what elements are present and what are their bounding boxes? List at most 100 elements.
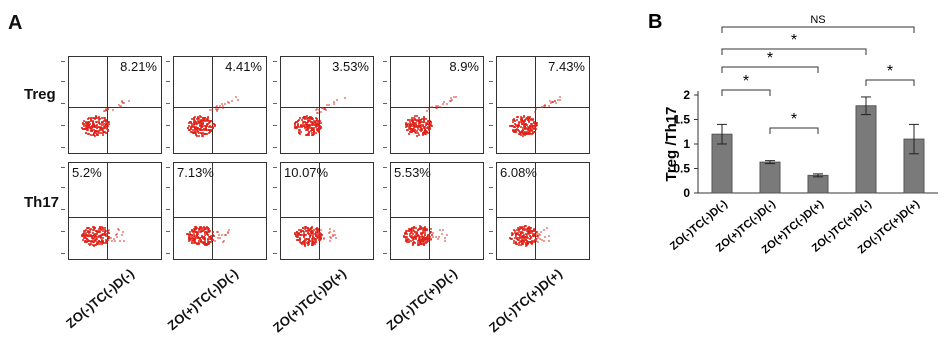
event-dot	[104, 121, 107, 124]
event-dot	[216, 109, 219, 112]
significance-label: *	[791, 111, 797, 128]
event-dot	[409, 233, 412, 236]
event-dot	[202, 118, 205, 121]
event-dot	[293, 124, 296, 127]
quadrant-vertical-gate	[107, 163, 108, 259]
event-dot	[517, 116, 520, 119]
quadrant-horizontal-gate	[174, 107, 266, 108]
event-dot	[535, 108, 538, 111]
event-dot	[314, 117, 317, 120]
event-dot	[514, 123, 517, 126]
event-dot	[524, 124, 527, 127]
significance-bracket	[721, 89, 771, 96]
event-dot	[420, 125, 423, 128]
event-dot	[557, 99, 560, 102]
event-dot	[312, 242, 315, 245]
event-dot	[409, 122, 412, 125]
event-dot	[536, 235, 539, 238]
event-dot	[422, 133, 425, 136]
event-dot	[222, 106, 225, 109]
event-dot	[413, 126, 416, 129]
event-dot	[200, 227, 203, 230]
tick	[383, 231, 387, 232]
event-dot	[424, 126, 427, 129]
event-dot	[523, 116, 526, 119]
event-dot	[521, 134, 524, 137]
event-dot	[112, 238, 115, 241]
event-dot	[424, 240, 427, 243]
event-dot	[430, 239, 433, 242]
event-dot	[83, 235, 86, 238]
event-dot	[331, 234, 334, 237]
event-dot	[435, 106, 438, 109]
tick	[489, 209, 493, 210]
event-dot	[509, 124, 512, 127]
event-dot	[308, 134, 311, 137]
event-dot	[528, 124, 531, 127]
event-dot	[526, 235, 529, 238]
event-dot	[410, 231, 413, 233]
event-dot	[103, 227, 106, 230]
y-tick-label: 0.5	[673, 162, 690, 176]
event-dot	[313, 124, 316, 126]
event-dot	[446, 102, 449, 105]
event-dot	[413, 234, 416, 237]
event-dot	[99, 233, 102, 236]
event-dot	[205, 227, 208, 230]
event-dot	[417, 121, 420, 124]
event-dot	[99, 243, 102, 246]
event-dot	[118, 105, 121, 108]
event-dot	[517, 133, 520, 136]
event-dot	[414, 118, 417, 121]
event-dot	[535, 230, 538, 233]
event-dot	[427, 126, 430, 129]
event-dot	[103, 119, 106, 122]
event-dot	[81, 235, 84, 238]
event-dot	[302, 230, 305, 233]
event-dot	[194, 237, 197, 240]
event-dot	[192, 232, 195, 235]
quadrant-percentage: 8.9%	[449, 59, 479, 74]
event-dot	[524, 123, 527, 126]
event-dot	[91, 122, 94, 125]
event-dot	[301, 122, 304, 125]
event-dot	[204, 129, 207, 132]
event-dot	[307, 133, 310, 136]
event-dot	[304, 228, 307, 231]
event-dot	[414, 122, 417, 125]
event-dot	[102, 123, 105, 126]
event-dot	[406, 238, 409, 241]
event-dot	[522, 129, 525, 132]
event-dot	[406, 119, 409, 122]
event-dot	[415, 119, 418, 122]
event-dot	[311, 237, 314, 240]
event-dot	[430, 234, 433, 237]
dot-plot-th17-5: 6.08%	[489, 162, 590, 260]
event-dot	[305, 226, 308, 229]
event-dot	[300, 131, 303, 134]
event-dot	[516, 125, 519, 128]
event-dot	[201, 229, 204, 232]
event-dot	[299, 240, 302, 243]
event-dot	[102, 116, 105, 119]
event-dot	[415, 226, 418, 229]
event-dot	[312, 129, 315, 132]
event-dot	[224, 103, 227, 106]
event-dot	[201, 128, 204, 131]
event-dot	[198, 116, 201, 119]
event-dot	[303, 226, 306, 229]
event-dot	[204, 126, 207, 129]
event-dot	[212, 126, 215, 129]
event-dot	[121, 101, 124, 104]
event-dot	[189, 232, 192, 235]
event-dot	[88, 240, 91, 243]
event-dot	[117, 228, 120, 231]
tick	[61, 167, 65, 168]
event-dot	[426, 120, 429, 123]
event-dot	[104, 229, 107, 232]
event-dot	[98, 227, 101, 230]
event-dot	[81, 122, 84, 125]
event-dot	[422, 117, 425, 120]
event-dot	[85, 237, 88, 240]
event-dot	[435, 104, 438, 107]
